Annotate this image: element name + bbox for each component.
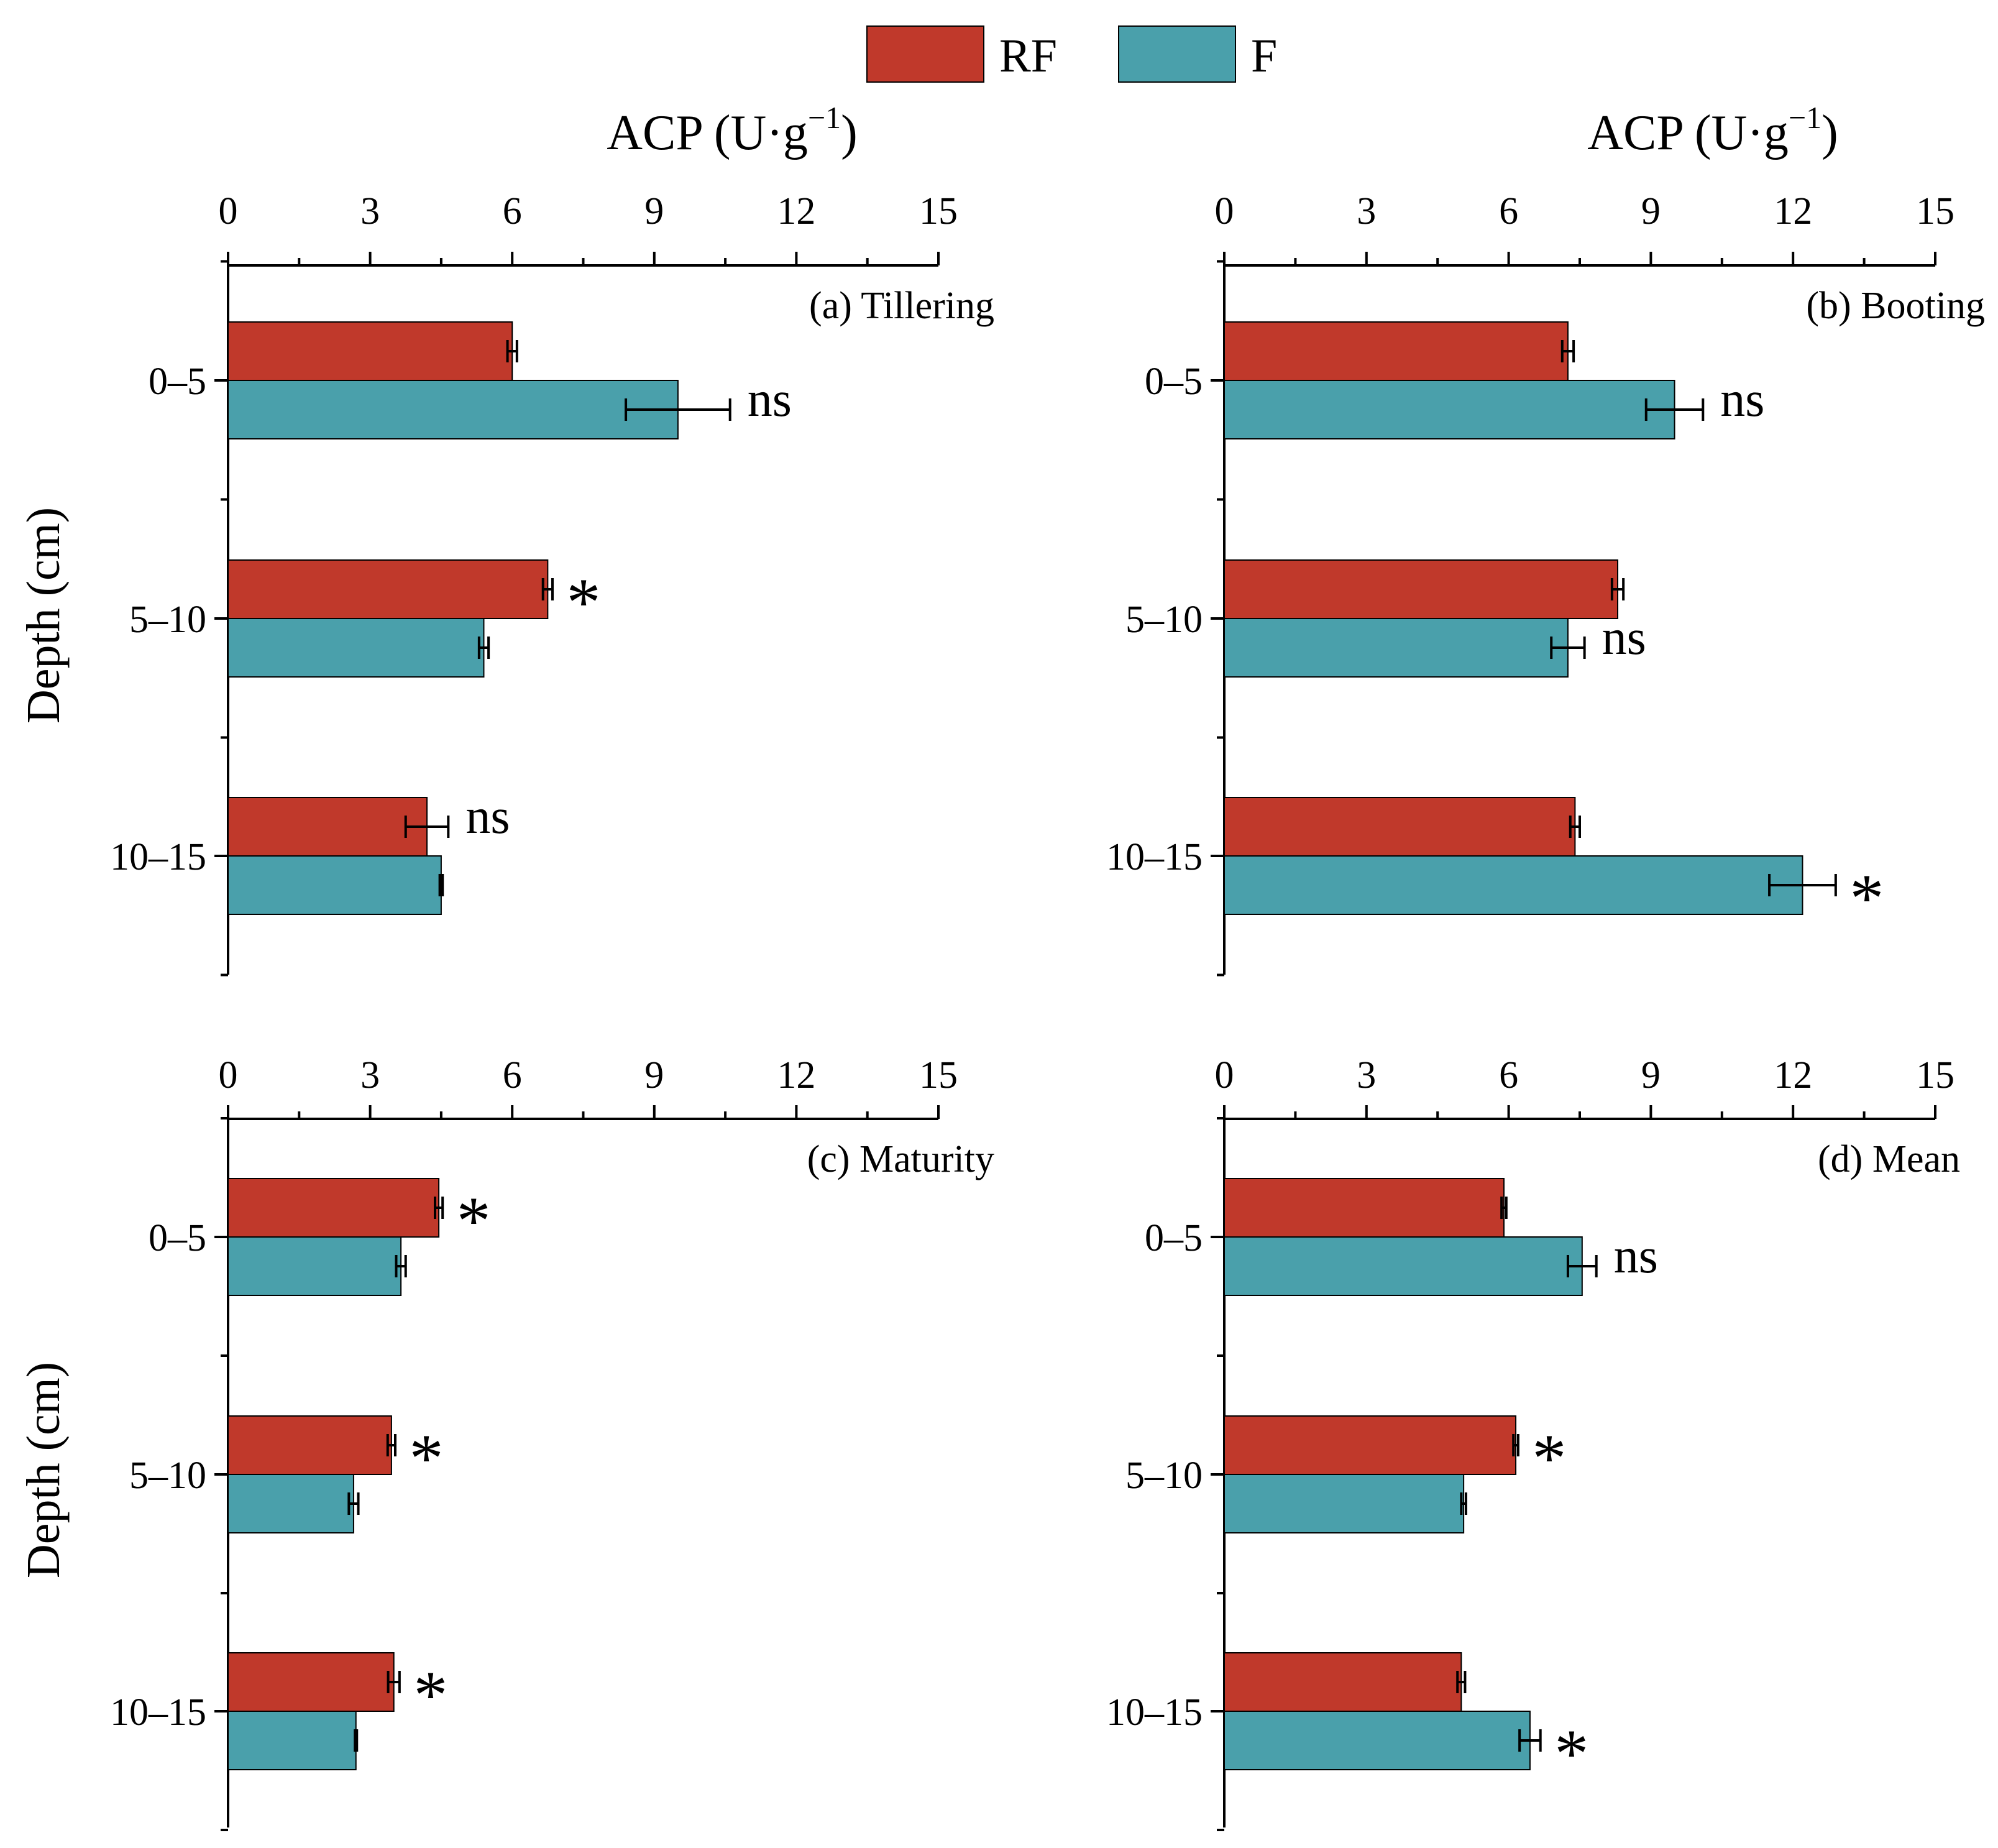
legend-label-f: F (1251, 30, 1277, 82)
significance-mark: ns (748, 372, 792, 427)
significance-mark: ns (1614, 1229, 1658, 1284)
y-tick-label: 5–10 (1125, 599, 1203, 641)
panel-title: (a) Tillering (809, 285, 994, 327)
x-tick-label: 0 (219, 190, 238, 232)
bar-f (1224, 855, 1803, 915)
y-tick-label: 0–5 (149, 361, 206, 403)
bar-rf (1224, 1178, 1505, 1238)
bar-rf (1224, 797, 1576, 857)
significance-mark: * (457, 1183, 491, 1259)
bar-f (227, 380, 679, 439)
significance-mark: ns (465, 789, 510, 844)
panels: 0 3 6 9 12 15 (a) Tillering 0–5 ns 5–10 * 10–15 ns 0 3… (110, 190, 1985, 1831)
x-tick-label: 9 (1641, 190, 1661, 232)
x-axis-title-left: ACP (U·g−1) (607, 100, 858, 160)
significance-mark: * (566, 564, 600, 640)
significance-mark: * (409, 1420, 443, 1496)
x-tick-label: 3 (1357, 1054, 1376, 1096)
x-tick-label: 3 (1357, 190, 1376, 232)
y-axis-title-top: Depth (cm) (17, 507, 70, 724)
bar-f (227, 1474, 354, 1533)
x-tick-label: 6 (503, 1054, 522, 1096)
x-tick-label: 15 (1916, 1054, 1954, 1096)
x-tick-label: 12 (777, 1054, 815, 1096)
panel-title: (c) Maturity (807, 1138, 994, 1180)
panel-title: (d) Mean (1818, 1138, 1960, 1180)
x-tick-label: 12 (777, 190, 815, 232)
y-tick-label: 10–15 (1106, 836, 1203, 878)
x-axis-titles: ACP (U·g−1) ACP (U·g−1) (607, 100, 1838, 160)
x-tick-label: 6 (503, 190, 522, 232)
significance-mark: * (1532, 1420, 1566, 1496)
bar-rf (227, 1415, 392, 1475)
x-tick-label: 6 (1499, 190, 1518, 232)
significance-mark: * (413, 1657, 447, 1733)
bar-rf (227, 321, 513, 381)
legend: RF F (866, 25, 1277, 83)
bar-f (227, 618, 485, 678)
y-tick-label: 5–10 (129, 599, 206, 641)
bar-rf (1224, 1652, 1462, 1712)
legend-swatch-f (1118, 25, 1236, 83)
y-tick-label: 10–15 (110, 1691, 206, 1734)
y-tick-label: 5–10 (1125, 1455, 1203, 1497)
x-tick-label: 0 (1215, 190, 1234, 232)
bar-f (227, 855, 442, 915)
y-tick-label: 10–15 (1106, 1691, 1203, 1734)
x-tick-label: 3 (360, 1054, 380, 1096)
bar-rf (1224, 559, 1619, 619)
significance-mark: * (1849, 860, 1884, 936)
y-tick-label: 10–15 (110, 836, 206, 878)
y-axis-titles: Depth (cm) Depth (cm) (17, 507, 70, 1578)
y-axis-title-bottom: Depth (cm) (17, 1362, 70, 1578)
bar-f (227, 1711, 357, 1770)
bar-rf (227, 559, 549, 619)
bar-f (1224, 380, 1675, 439)
bar-f (1224, 1236, 1583, 1296)
bar-f (1224, 1474, 1465, 1533)
x-tick-label: 9 (644, 1054, 664, 1096)
panel-maturity: 0 3 6 9 12 15 (c) Maturity 0–5 * 5–10 * 10–15 * (110, 1054, 994, 1831)
x-tick-label: 15 (919, 1054, 958, 1096)
bar-rf (227, 797, 428, 857)
y-tick-label: 0–5 (149, 1217, 206, 1259)
significance-mark: * (1554, 1716, 1588, 1791)
legend-label-rf: RF (999, 30, 1057, 82)
x-axis-title-right: ACP (U·g−1) (1587, 100, 1838, 160)
x-tick-label: 0 (1215, 1054, 1234, 1096)
legend-swatch-rf (866, 25, 984, 83)
panel-mean: 0 3 6 9 12 15 (d) Mean 0–5 ns 5–10 * 10–15 * (1106, 1054, 1960, 1831)
x-tick-label: 6 (1499, 1054, 1518, 1096)
bar-rf (1224, 1415, 1517, 1475)
bar-rf (1224, 321, 1569, 381)
panel-title: (b) Booting (1806, 285, 1985, 327)
y-tick-label: 0–5 (1145, 1217, 1203, 1259)
panel-booting: 0 3 6 9 12 15 (b) Booting 0–5 ns 5–10 ns 10–15 * (1106, 190, 1985, 977)
x-tick-label: 9 (1641, 1054, 1661, 1096)
bar-f (1224, 1711, 1531, 1770)
x-tick-label: 15 (1916, 190, 1954, 232)
bar-rf (227, 1178, 440, 1238)
bar-f (227, 1236, 402, 1296)
significance-mark: ns (1720, 372, 1764, 427)
significance-mark: ns (1602, 610, 1646, 665)
bar-rf (227, 1652, 395, 1712)
x-tick-label: 3 (360, 190, 380, 232)
x-tick-label: 15 (919, 190, 958, 232)
y-tick-label: 5–10 (129, 1455, 206, 1497)
x-tick-label: 12 (1774, 190, 1812, 232)
x-tick-label: 9 (644, 190, 664, 232)
x-tick-label: 0 (219, 1054, 238, 1096)
panel-tillering: 0 3 6 9 12 15 (a) Tillering 0–5 ns 5–10 * 10–15 ns (110, 190, 994, 977)
y-tick-label: 0–5 (1145, 361, 1203, 403)
x-tick-label: 12 (1774, 1054, 1812, 1096)
bar-f (1224, 618, 1569, 678)
